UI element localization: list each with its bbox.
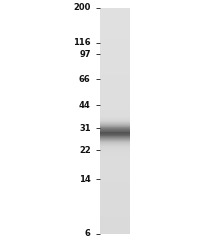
Text: 97: 97 xyxy=(79,50,91,59)
Text: 14: 14 xyxy=(79,175,91,184)
Text: 22: 22 xyxy=(79,146,91,155)
Text: 6: 6 xyxy=(85,229,91,239)
Text: 31: 31 xyxy=(79,124,91,132)
Text: 200: 200 xyxy=(73,3,91,12)
Text: 44: 44 xyxy=(79,101,91,110)
Text: 116: 116 xyxy=(73,38,91,47)
Text: 66: 66 xyxy=(79,75,91,84)
